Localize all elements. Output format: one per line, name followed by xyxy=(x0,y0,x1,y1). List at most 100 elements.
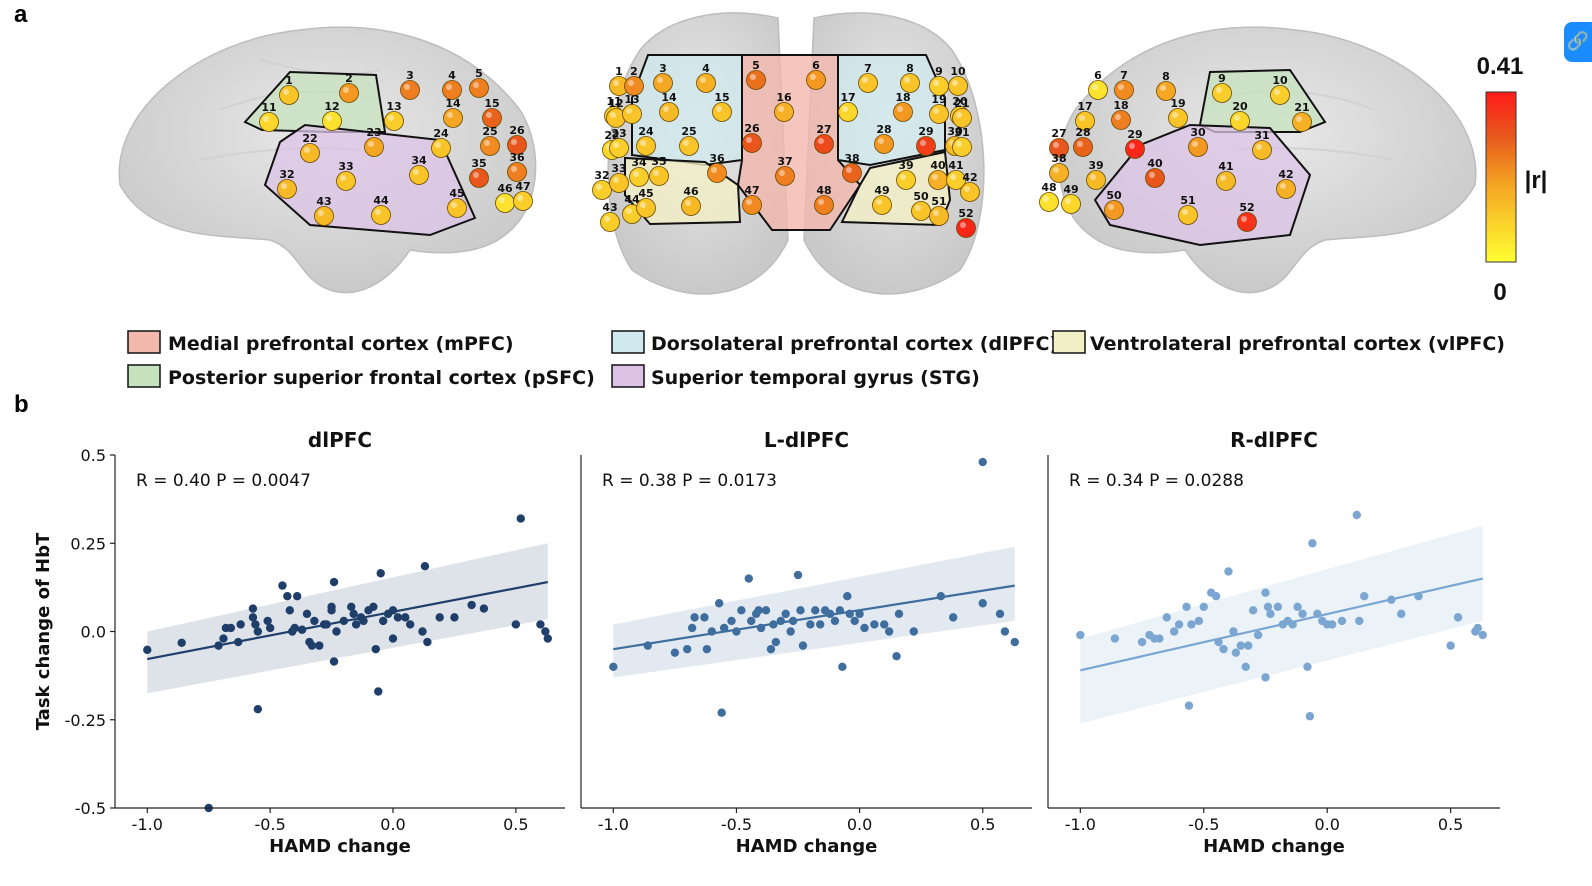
right-channel-9 xyxy=(1212,83,1232,103)
front-channel-16-highlight xyxy=(778,106,784,112)
right-channel-31-highlight xyxy=(1256,144,1262,150)
front-channel-34-highlight xyxy=(633,171,639,177)
data-point-2-3 xyxy=(670,648,680,657)
colorbar-min-label: 0 xyxy=(1493,279,1506,306)
front-channel-label-42: 42 xyxy=(962,171,977,184)
right-channel-label-10: 10 xyxy=(1272,74,1288,87)
x-tick-label-3: 0.0 xyxy=(1314,815,1339,834)
data-point-2-34 xyxy=(815,620,825,629)
plot-title-1: dlPFC xyxy=(308,428,372,452)
left-channel-33-highlight xyxy=(340,175,346,181)
right-channel-label-27: 27 xyxy=(1051,127,1066,140)
front-channel-42-highlight xyxy=(964,186,970,192)
right-channel-label-28: 28 xyxy=(1075,126,1090,139)
data-point-2-39 xyxy=(838,662,847,671)
data-point-1-12 xyxy=(251,620,260,629)
right-channel-10 xyxy=(1270,85,1290,105)
front-channel-37-highlight xyxy=(779,170,785,176)
front-channel-label-43: 43 xyxy=(602,201,617,214)
legend-swatch-vlPFC xyxy=(1052,330,1086,354)
data-point-2-5 xyxy=(687,623,697,633)
right-channel-28-highlight xyxy=(1077,141,1083,147)
data-point-2-54 xyxy=(978,599,987,608)
left-channel-3-highlight xyxy=(404,84,410,90)
front-channel-label-34: 34 xyxy=(631,156,647,169)
data-point-1-5 xyxy=(219,634,228,643)
front-channel-39 xyxy=(896,170,916,190)
right-channel-49-highlight xyxy=(1065,198,1071,204)
data-point-3-20 xyxy=(1229,627,1238,636)
front-channel-label-29: 29 xyxy=(918,125,933,138)
right-channel-19-highlight xyxy=(1172,112,1178,118)
left-channel-32 xyxy=(277,179,297,199)
y-tick-label-1: 0.0 xyxy=(81,623,106,642)
left-channel-label-34: 34 xyxy=(411,154,427,167)
left-channel-label-12: 12 xyxy=(324,100,339,113)
front-channel-label-30: 30 xyxy=(947,125,963,138)
front-channel-52 xyxy=(956,218,976,238)
left-channel-26 xyxy=(507,135,527,155)
data-point-3-8 xyxy=(1169,627,1179,636)
front-channel-label-49: 49 xyxy=(874,184,889,197)
front-channel-label-51: 51 xyxy=(931,195,946,208)
data-point-2-1 xyxy=(609,662,618,671)
data-point-1-57 xyxy=(435,613,444,622)
legend-label-STG: Superior temporal gyrus (STG) xyxy=(651,367,980,389)
left-channel-5 xyxy=(469,78,489,98)
front-channel-27-highlight xyxy=(818,138,824,144)
data-point-3-52 xyxy=(1453,613,1463,622)
left-channel-44-highlight xyxy=(375,209,381,215)
colorbar-max-label: 0.41 xyxy=(1477,53,1524,80)
data-point-1-33 xyxy=(329,577,339,587)
left-channel-12-highlight xyxy=(326,115,332,121)
right-channel-label-52: 52 xyxy=(1239,201,1254,214)
right-channel-27-highlight xyxy=(1053,142,1059,148)
data-point-3-38 xyxy=(1305,712,1315,721)
front-channel-38-highlight xyxy=(846,167,852,173)
front-channel-23-highlight xyxy=(613,142,619,148)
front-channel-12-highlight xyxy=(610,112,616,118)
right-channel-label-17: 17 xyxy=(1077,100,1092,113)
plot-title-3: R-dlPFC xyxy=(1230,428,1318,452)
right-channel-38 xyxy=(1049,163,1069,183)
front-channel-24 xyxy=(636,136,656,156)
front-channel-label-48: 48 xyxy=(816,184,831,197)
right-channel-27 xyxy=(1049,138,1069,158)
right-channel-50-highlight xyxy=(1108,204,1114,210)
data-point-1-27 xyxy=(310,616,319,626)
right-channel-29-highlight xyxy=(1129,143,1135,149)
front-channel-label-15: 15 xyxy=(714,91,729,104)
front-channel-39-highlight xyxy=(900,174,906,180)
front-channel-label-9: 9 xyxy=(935,65,943,78)
front-channel-label-50: 50 xyxy=(913,190,929,203)
right-channel-39 xyxy=(1086,170,1106,190)
left-channel-5-highlight xyxy=(473,82,479,88)
left-channel-25 xyxy=(480,136,500,156)
data-point-2-21 xyxy=(761,606,771,615)
left-channel-34 xyxy=(409,165,429,185)
data-point-3-43 xyxy=(1327,620,1337,629)
data-point-2-13 xyxy=(727,616,736,626)
legend-label-mPFC: Medial prefrontal cortex (mPFC) xyxy=(168,333,514,355)
left-channel-label-44: 44 xyxy=(373,194,389,207)
front-channel-3 xyxy=(653,73,673,93)
data-point-3-18 xyxy=(1219,644,1228,654)
front-channel-18 xyxy=(893,102,913,122)
right-channel-48 xyxy=(1039,192,1059,212)
right-channel-label-20: 20 xyxy=(1232,100,1248,113)
x-tick-label-1: 0.5 xyxy=(503,815,528,834)
front-channel-24-highlight xyxy=(640,140,646,146)
link-icon[interactable]: 🔗 xyxy=(1564,22,1592,62)
front-channel-29-highlight xyxy=(920,140,926,146)
front-channel-19 xyxy=(929,104,949,124)
right-channel-50 xyxy=(1104,200,1124,220)
data-point-1-38 xyxy=(349,609,358,619)
data-point-3-16 xyxy=(1211,592,1221,601)
data-point-2-26 xyxy=(781,609,790,619)
front-channel-14-highlight xyxy=(663,106,669,112)
data-point-1-10 xyxy=(248,604,258,613)
data-point-3-51 xyxy=(1446,641,1455,650)
left-channel-label-25: 25 xyxy=(482,125,497,138)
front-channel-label-18: 18 xyxy=(895,91,910,104)
front-channel-44-highlight xyxy=(626,208,632,214)
